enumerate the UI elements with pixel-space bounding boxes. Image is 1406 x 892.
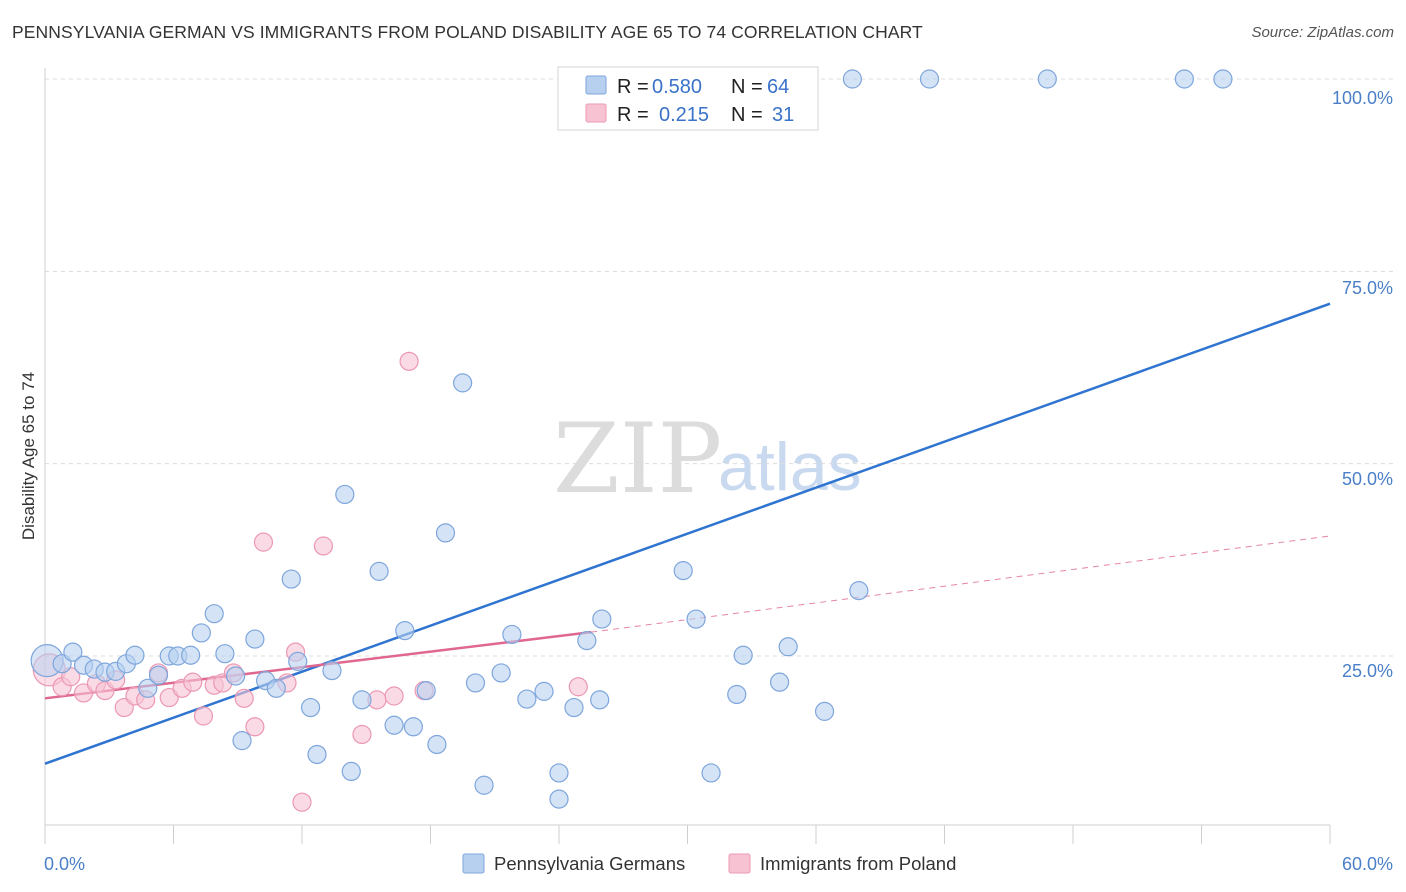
immigrants-from-poland-point-19	[245, 717, 265, 737]
x-tick-label-max: 60.0%	[1342, 854, 1393, 874]
immigrants-from-poland-point-14	[193, 706, 214, 726]
legend-bottom-blue-swatch	[462, 853, 485, 874]
y-tick-label-25: 25.0%	[1342, 661, 1393, 681]
pennsylvania-germans-point-34	[416, 681, 436, 701]
pennsylvania-germans-point-39	[474, 775, 494, 795]
legend-bottom-blue-label: Pennsylvania Germans	[494, 853, 685, 874]
pennsylvania-germans-point-10	[148, 665, 169, 685]
legend-top: R = 0.580 N = 64 R = 0.215 N = 31	[557, 66, 819, 131]
pennsylvania-germans-point-25	[307, 744, 327, 765]
y-tick-label-50: 50.0%	[1342, 469, 1393, 489]
pennsylvania-germans-point-19	[245, 629, 265, 649]
legend-blue-r-value: 0.580	[652, 76, 702, 98]
legend-blue-n-value: 64	[767, 76, 789, 98]
pennsylvania-germans-point-50	[673, 561, 693, 581]
pennsylvania-germans-point-41	[502, 624, 522, 645]
pennsylvania-germans-point-23	[288, 651, 308, 671]
immigrants-from-poland-point-27	[384, 686, 404, 706]
pennsylvania-germans-point-54	[733, 645, 753, 665]
pennsylvania-germans-point-58	[842, 69, 863, 89]
immigrants-from-poland-point-13	[183, 672, 203, 692]
pennsylvania-germans-point-63	[1213, 69, 1233, 89]
pennsylvania-germans-point-9	[138, 678, 158, 698]
pennsylvania-germans-point-2	[63, 642, 83, 662]
pennsylvania-germans-point-26	[322, 661, 342, 681]
legend-bottom: Pennsylvania Germans Immigrants from Pol…	[462, 853, 956, 874]
legend-pink-n-label: N =	[731, 104, 763, 126]
pennsylvania-germans-point-33	[403, 717, 423, 737]
series-immigrants-from-poland-points	[32, 351, 588, 812]
pennsylvania-germans-point-47	[577, 631, 597, 651]
pennsylvania-germans-point-48	[590, 690, 610, 710]
pennsylvania-germans-point-45	[549, 763, 569, 783]
legend-pink-swatch	[585, 103, 607, 123]
pennsylvania-germans-point-56	[778, 637, 798, 657]
pennsylvania-germans-point-32	[395, 621, 415, 641]
y-tick-label-100: 100.0%	[1332, 88, 1393, 108]
immigrants-from-poland-point-23	[292, 792, 312, 812]
pennsylvania-germans-point-57	[814, 701, 835, 721]
pennsylvania-germans-point-61	[1037, 69, 1057, 89]
pennsylvania-germans-point-59	[849, 581, 869, 601]
trend-line-immigrants-from-poland-extension	[591, 535, 1331, 633]
pennsylvania-germans-point-55	[769, 672, 790, 692]
legend-bottom-pink-swatch	[728, 853, 751, 874]
pennsylvania-germans-point-24	[300, 697, 321, 718]
pennsylvania-germans-point-28	[341, 761, 361, 782]
pennsylvania-germans-point-43	[534, 681, 554, 701]
pennsylvania-germans-point-60	[919, 69, 940, 89]
legend-blue-swatch	[585, 75, 607, 95]
pennsylvania-germans-point-15	[204, 604, 224, 624]
y-axis-label: Disability Age 65 to 74	[19, 372, 38, 540]
pennsylvania-germans-point-51	[686, 609, 706, 629]
legend-pink-r-value: 0.215	[659, 104, 709, 126]
pennsylvania-germans-point-8	[125, 645, 145, 665]
immigrants-from-poland-point-30	[568, 677, 588, 697]
pennsylvania-germans-point-13	[181, 645, 201, 665]
pennsylvania-germans-point-40	[491, 663, 511, 683]
pennsylvania-germans-point-38	[465, 673, 486, 693]
pennsylvania-germans-point-35	[427, 734, 447, 755]
y-tick-label-75: 75.0%	[1342, 278, 1393, 298]
pennsylvania-germans-point-14	[191, 623, 211, 643]
pennsylvania-germans-point-49	[592, 609, 612, 629]
pennsylvania-germans-point-31	[384, 715, 404, 735]
series-pennsylvania-germans-points	[30, 69, 1233, 809]
legend-blue-n-label: N =	[731, 76, 763, 98]
pennsylvania-germans-point-17	[226, 666, 246, 686]
pennsylvania-germans-point-44	[549, 789, 569, 809]
pennsylvania-germans-point-30	[369, 561, 389, 581]
pennsylvania-germans-point-46	[564, 697, 584, 718]
legend-blue-r-label: R =	[617, 76, 649, 98]
pennsylvania-germans-point-16	[215, 644, 235, 664]
x-tick-label-min: 0.0%	[44, 854, 85, 874]
immigrants-from-poland-point-20	[253, 532, 274, 552]
immigrants-from-poland-point-28	[399, 351, 419, 371]
immigrants-from-poland-point-24	[313, 536, 334, 556]
pennsylvania-germans-point-29	[352, 690, 372, 710]
legend-pink-r-label: R =	[617, 104, 649, 126]
pennsylvania-germans-point-22	[281, 569, 301, 589]
watermark-atlas: atlas	[718, 429, 862, 505]
pennsylvania-germans-point-42	[517, 689, 537, 709]
gridlines	[45, 78, 1393, 657]
pennsylvania-germans-point-36	[435, 523, 456, 543]
pennsylvania-germans-point-27	[335, 484, 355, 505]
pennsylvania-germans-point-52	[701, 763, 721, 783]
axes	[44, 68, 1331, 844]
pennsylvania-germans-point-37	[453, 373, 473, 393]
watermark-zip: ZIP	[553, 403, 722, 515]
pennsylvania-germans-point-18	[232, 731, 252, 751]
chart-source: Source: ZipAtlas.com	[1251, 24, 1394, 41]
legend-pink-n-value: 31	[772, 104, 794, 126]
pennsylvania-germans-point-62	[1174, 69, 1194, 89]
pennsylvania-germans-point-21	[266, 678, 286, 698]
pennsylvania-germans-point-53	[727, 684, 747, 705]
immigrants-from-poland-point-18	[234, 688, 254, 708]
immigrants-from-poland-point-25	[352, 724, 372, 745]
legend-bottom-pink-label: Immigrants from Poland	[760, 853, 956, 874]
chart-title: PENNSYLVANIA GERMAN VS IMMIGRANTS FROM P…	[12, 22, 923, 42]
